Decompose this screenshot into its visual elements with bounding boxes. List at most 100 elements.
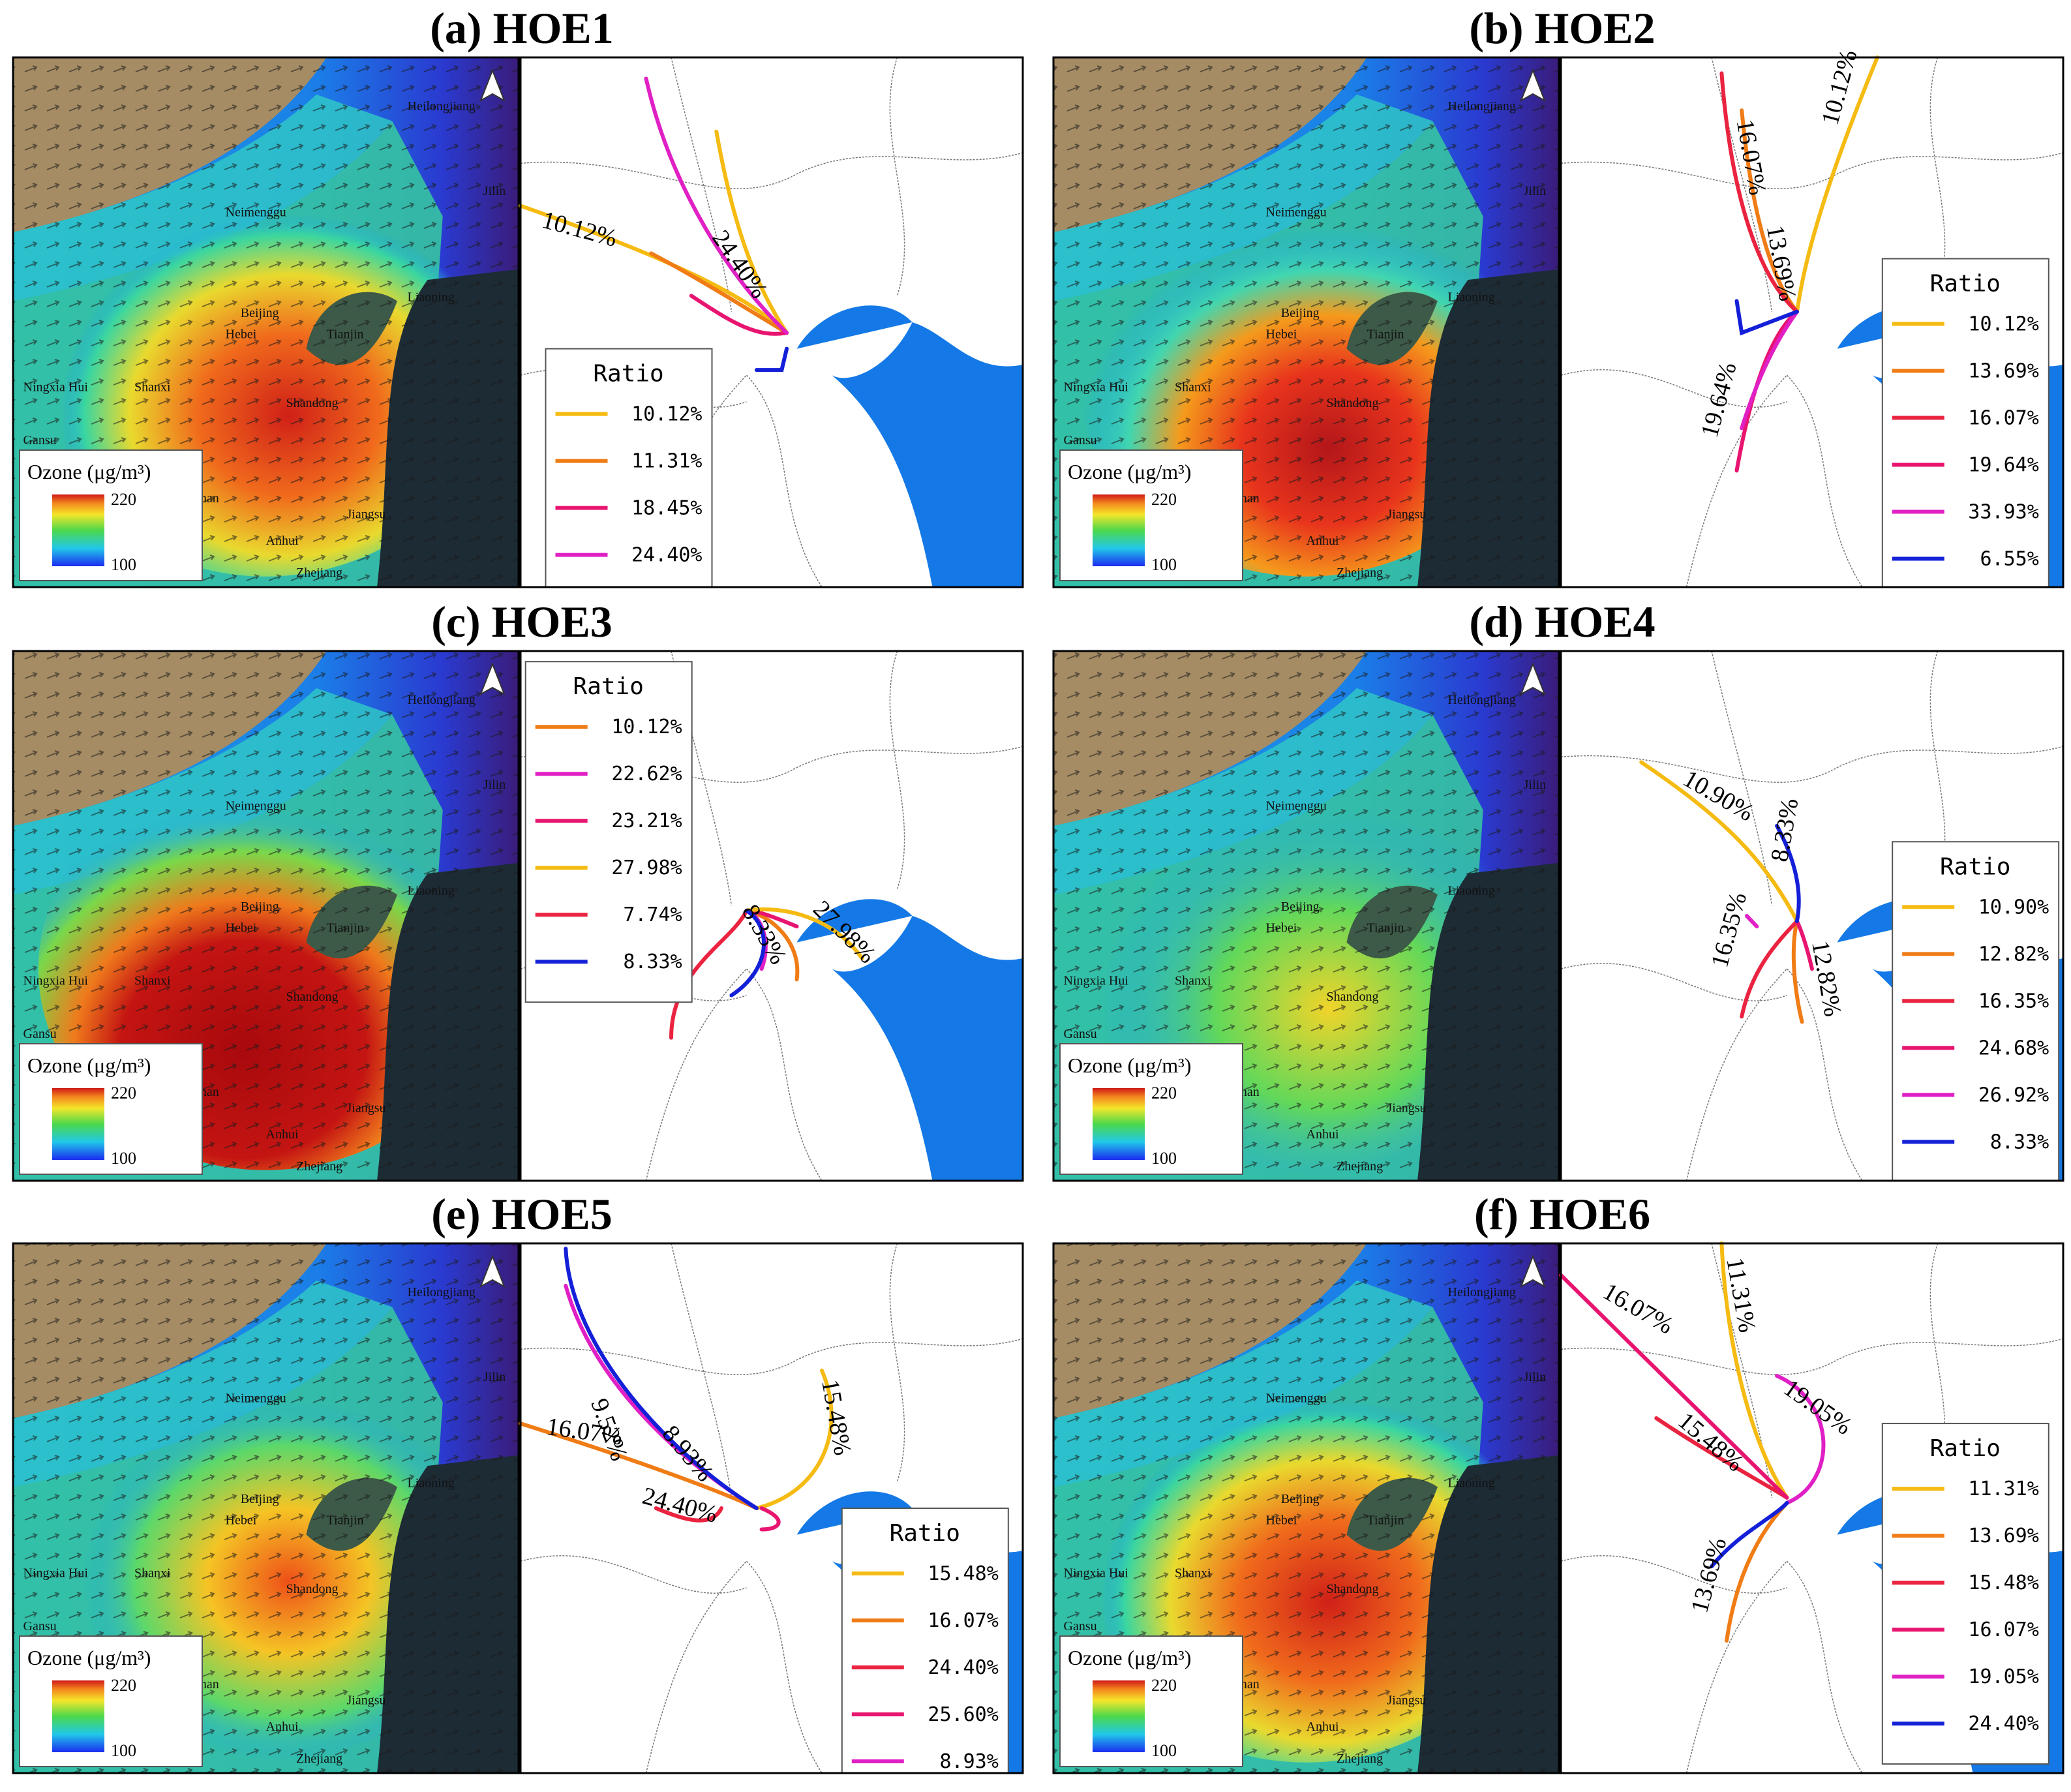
ratio-legend: Ratio 10.12% 22.62% 23.21% 27.98% 7.74% 8.33% <box>524 661 693 1003</box>
map-frame <box>1052 56 1560 588</box>
place-label: Gansu <box>1064 1027 1097 1041</box>
ratio-legend-value: 16.07% <box>1968 1618 2038 1641</box>
ozone-max-label: 220 <box>1151 490 1177 509</box>
north-arrow-icon <box>1520 662 1546 696</box>
place-label: Hebei <box>1266 1513 1297 1527</box>
place-label: Heilongjiang <box>408 99 476 114</box>
province-border <box>1786 374 1863 588</box>
place-label: Neimenggu <box>1266 205 1327 220</box>
trajectory-map: 10.90% 8.33% 16.35% 12.82%Ratio 10.90% 12.82%… <box>1560 650 2064 1182</box>
ratio-legend-value: 26.92% <box>1978 1084 2049 1106</box>
place-label: Heilongjiang <box>1448 1285 1516 1299</box>
place-label: Shanxi <box>1175 380 1211 395</box>
province-border <box>671 57 733 312</box>
ratio-legend-value: 19.64% <box>1968 454 2038 477</box>
north-arrow-icon <box>1520 1254 1546 1288</box>
sea-area <box>796 305 1023 587</box>
ratio-legend-value: 8.33% <box>623 950 682 973</box>
place-label: Anhui <box>1307 1720 1339 1734</box>
province-border <box>520 1555 747 1594</box>
trajectory-line <box>654 1506 723 1523</box>
place-label: Gansu <box>23 1027 57 1041</box>
trajectory-line <box>1639 760 1799 924</box>
place-label: Tianjin <box>327 920 364 935</box>
place-label: Jiangsu <box>1387 1693 1427 1707</box>
ratio-legend-value: 24.40% <box>928 1656 998 1679</box>
ratio-legend: Ratio 10.12% 13.69% 16.07% 19.64% 33.93% 6.55% <box>1881 258 2049 588</box>
province-border <box>1560 152 2064 189</box>
trajectory-map: 7.74% 8.33% 27.98%Ratio 10.12% 22.62% 23.21% 2… <box>519 650 1024 1182</box>
ratio-legend-value: 10.90% <box>1978 896 2049 919</box>
trajectory-map: 10.12% 24.40%Ratio 10.12% 11.31% 18.45% 24.40… <box>519 56 1024 588</box>
ratio-legend-value: 8.33% <box>1990 1131 2049 1153</box>
ozone-legend: Ozone (μg/m³) 220 100 <box>19 449 203 581</box>
ozone-map: Heilongjiang Neimenggu Jilin Liaoning Beijin… <box>1052 56 1560 588</box>
ozone-colorbar <box>52 1088 104 1160</box>
ratio-legend-value: 22.62% <box>611 763 682 785</box>
ratio-legend-value: 11.31% <box>1968 1478 2038 1500</box>
ratio-legend-value: 24.40% <box>631 544 702 567</box>
province-border <box>1560 746 2064 783</box>
place-label: Beijing <box>1281 1492 1320 1506</box>
north-arrow-icon <box>479 68 506 102</box>
map-frame <box>12 650 520 1182</box>
trajectory-line <box>564 1247 759 1510</box>
ozone-legend-title: Ozone (μg/m³) <box>1068 1646 1191 1669</box>
place-label: Anhui <box>1307 1127 1339 1142</box>
place-label: Ningxia Hui <box>23 380 89 395</box>
place-label: Neimenggu <box>1266 1391 1327 1406</box>
ratio-legend-value: 10.12% <box>611 716 682 738</box>
north-arrow-icon <box>479 662 506 696</box>
panel-3: (c) HOE3 Heilongjiang Neimenggu Jilin Liaoni… <box>12 597 1024 1182</box>
place-label: Gansu <box>23 1619 57 1633</box>
province-border <box>1711 57 1773 312</box>
ozone-legend-title: Ozone (μg/m³) <box>1068 460 1191 483</box>
trajectory-line <box>519 204 789 335</box>
ozone-colorbar <box>52 494 104 566</box>
ratio-legend-value: 23.21% <box>611 810 682 832</box>
ozone-legend: Ozone (μg/m³) 220 100 <box>19 1043 203 1175</box>
panel-title: (d) HOE4 <box>1469 597 1655 646</box>
place-label: Liaoning <box>1448 884 1495 898</box>
ratio-legend-value: 6.55% <box>1980 548 2038 571</box>
ratio-legend-value: 19.05% <box>1968 1665 2038 1688</box>
north-arrow-shape <box>479 662 506 696</box>
place-label: Beijing <box>1281 900 1320 914</box>
ozone-min-label: 100 <box>111 1149 136 1168</box>
trajectory-line <box>1794 919 1814 971</box>
ozone-legend: Ozone (μg/m³) 220 100 <box>1059 449 1243 581</box>
trajectory-frame <box>1560 56 2064 588</box>
trajectory-frame <box>519 56 1024 588</box>
ozone-min-label: 100 <box>1151 1149 1177 1168</box>
place-label: Anhui <box>266 1720 299 1734</box>
trajectory-line <box>759 1506 781 1532</box>
place-label: Jilin <box>1524 1370 1546 1384</box>
north-arrow-shape <box>479 68 506 102</box>
place-label: Heilongjiang <box>408 1285 476 1299</box>
trajectory-line <box>689 294 789 336</box>
ratio-legend-value: 24.40% <box>1968 1712 2038 1735</box>
place-label: Tianjin <box>1367 920 1404 935</box>
place-label: Zhejiang <box>1337 1159 1383 1174</box>
trajectory-line <box>1710 1500 1789 1569</box>
trajectory-line <box>649 251 789 335</box>
sea-area <box>796 899 1023 1181</box>
panel-title: (f) HOE6 <box>1474 1189 1650 1239</box>
place-label: Ningxia Hui <box>23 974 89 988</box>
place-label: Shanxi <box>1175 974 1211 988</box>
place-label: Shandong <box>286 396 339 410</box>
ozone-colorbar <box>1093 1088 1145 1160</box>
place-label: Neimenggu <box>226 799 286 813</box>
place-label: Jilin <box>483 778 506 792</box>
place-label: Anhui <box>266 1127 299 1142</box>
place-label: Hebei <box>226 920 257 935</box>
ratio-legend-value: 33.93% <box>1968 501 2038 524</box>
ozone-max-label: 220 <box>111 490 136 509</box>
map-frame <box>1052 650 1560 1182</box>
ratio-legend-value: 16.07% <box>1968 407 2038 430</box>
ratio-legend-value: 7.74% <box>623 904 682 926</box>
place-label: Jilin <box>483 184 506 198</box>
place-label: Shandong <box>1327 396 1379 410</box>
place-label: Neimenggu <box>226 205 286 220</box>
north-arrow-shape <box>1520 662 1546 696</box>
